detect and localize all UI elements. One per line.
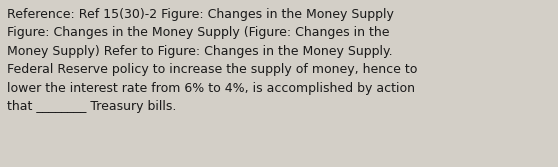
Text: Reference: Ref 15(30)-2 Figure: Changes in the Money Supply
Figure: Changes in t: Reference: Ref 15(30)-2 Figure: Changes … (7, 8, 417, 113)
